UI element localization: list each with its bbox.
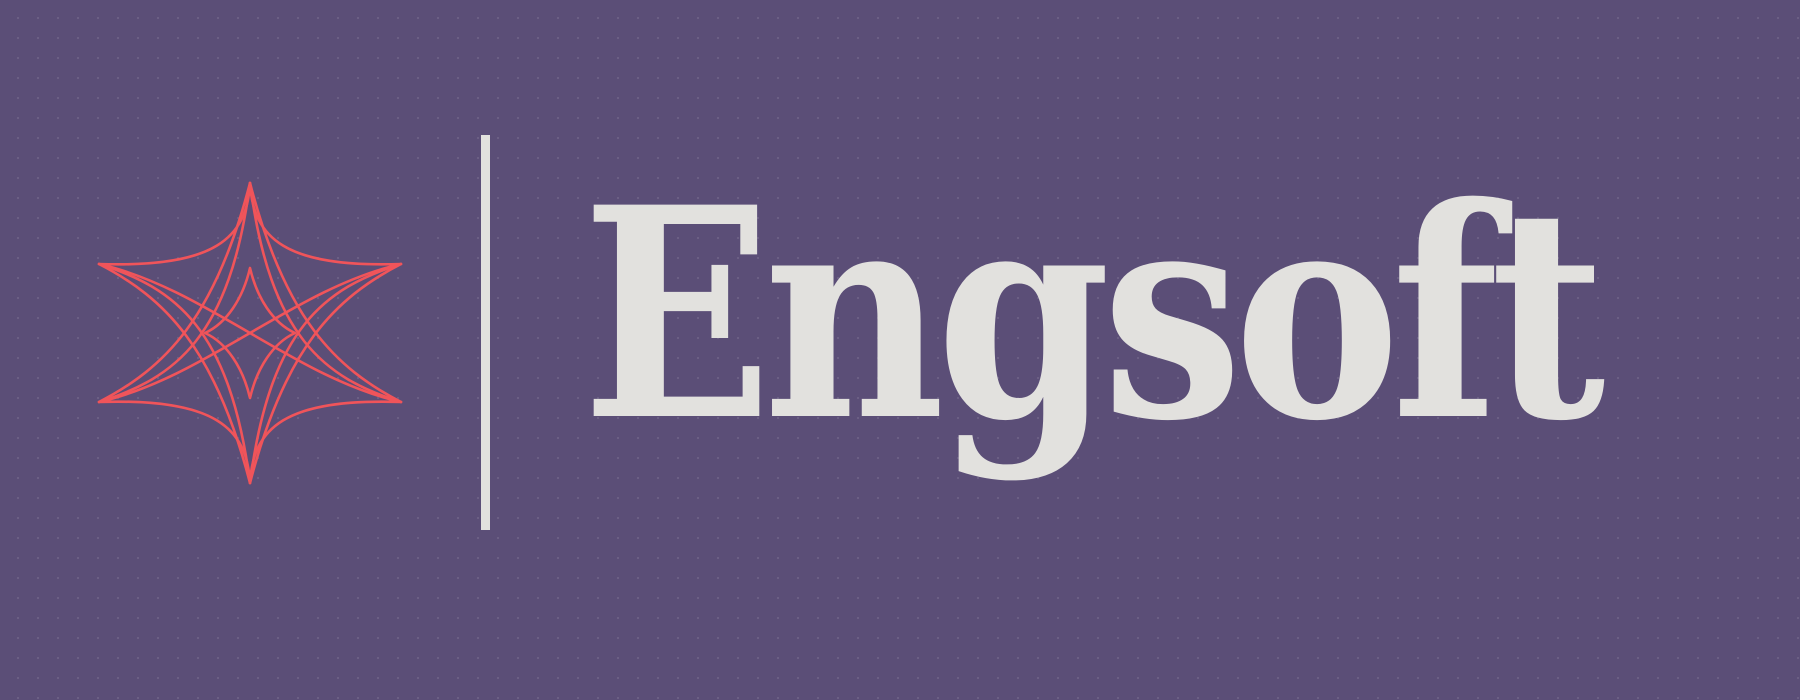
star-emblem-icon [95, 178, 410, 488]
brand-wordmark: Engsoft [582, 150, 1692, 480]
brand-name: Engsoft [582, 145, 1605, 485]
vertical-divider [481, 135, 490, 530]
